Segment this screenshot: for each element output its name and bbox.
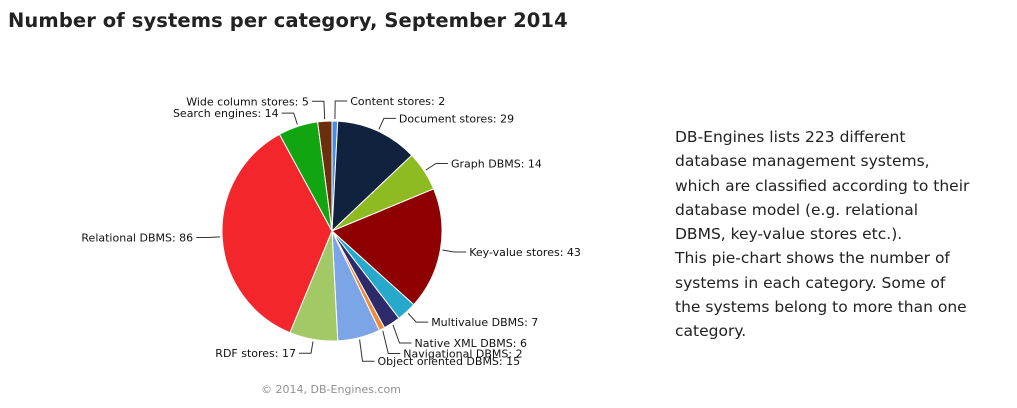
label-connector: [311, 100, 326, 120]
slice-label-object-oriented-dbms: Object oriented DBMS: 15: [378, 355, 521, 368]
slice-label-document-stores: Document stores: 29: [399, 112, 514, 125]
description-line: which are classified according to their: [675, 176, 970, 195]
slice-label-relational-dbms: Relational DBMS: 86: [81, 232, 193, 245]
slice-label-wide-column-stores: Wide column stores: 5: [186, 95, 309, 108]
label-connector: [196, 236, 221, 238]
pie-slice-relational-dbms[interactable]: [221, 133, 333, 334]
slice-label-search-engines: Search engines: 14: [173, 107, 279, 120]
pie-slice-wide-column-stores[interactable]: [317, 120, 333, 232]
description-line: DBMS, key-value stores etc.).: [675, 225, 903, 244]
chart-title: Number of systems per category, Septembe…: [8, 9, 568, 32]
chart-credit: © 2014, DB-Engines.com: [261, 383, 401, 396]
slice-label-graph-dbms: Graph DBMS: 14: [451, 158, 542, 171]
label-connector: [382, 330, 401, 354]
slice-label-multivalue-dbms: Multivalue DBMS: 7: [431, 316, 538, 329]
slice-label-rdf-stores: RDF stores: 17: [215, 347, 296, 360]
description-line: DB-Engines lists 223 different: [675, 128, 906, 146]
label-connector: [359, 339, 375, 362]
label-connector: [334, 100, 348, 120]
description-line: This pie-chart shows the number of: [675, 249, 950, 268]
slice-label-native-xml-dbms: Native XML DBMS: 6: [415, 337, 527, 350]
description-text: DB-Engines lists 223 different database …: [675, 125, 1010, 344]
description-line: database model (e.g. relational: [675, 200, 919, 219]
slice-label-content-stores: Content stores: 2: [350, 95, 445, 108]
label-connector: [442, 249, 467, 253]
pie-slice-document-stores[interactable]: [331, 120, 413, 233]
label-connector: [407, 312, 429, 323]
pie-slice-key-value-stores[interactable]: [331, 188, 443, 306]
description-line: category.: [675, 322, 747, 341]
label-connector: [392, 324, 412, 344]
label-connector: [299, 341, 314, 354]
slice-label-key-value-stores: Key-value stores: 43: [469, 246, 581, 259]
label-connector: [425, 163, 448, 171]
description-line: systems in each category. Some of: [675, 273, 946, 292]
description-line: the systems belong to more than one: [675, 298, 967, 317]
description-line: database management systems,: [675, 152, 930, 171]
slice-label-navigational-dbms: Navigational DBMS: 2: [403, 348, 522, 361]
label-connector: [378, 117, 396, 130]
label-connector: [281, 112, 298, 125]
